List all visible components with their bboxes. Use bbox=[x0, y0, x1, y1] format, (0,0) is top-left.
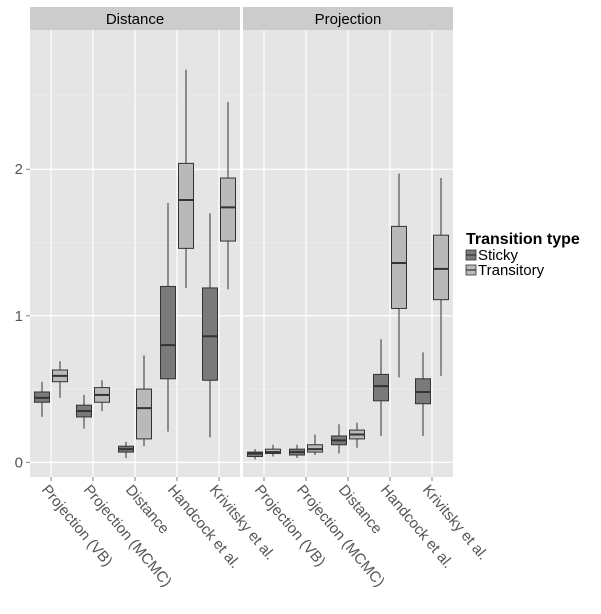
box-projection-mcmc-sticky bbox=[289, 444, 305, 458]
box-iqr bbox=[391, 225, 407, 309]
facet-strip bbox=[30, 7, 240, 30]
box-distance-sticky bbox=[118, 441, 134, 458]
box-krivitsky-et-al-transitory bbox=[433, 178, 449, 376]
box-iqr bbox=[160, 285, 176, 380]
panel-projection: Projection bbox=[243, 7, 453, 477]
box-handcock-et-al-transitory bbox=[178, 69, 194, 288]
y-tick-label: 0 bbox=[15, 454, 23, 471]
legend-title: Transition type bbox=[466, 231, 580, 248]
box-krivitsky-et-al-sticky bbox=[415, 352, 431, 436]
x-axis: Projection (VB)Projection (MCMC)Distance… bbox=[38, 477, 491, 590]
box-projection-mcmc-transitory bbox=[94, 380, 110, 412]
facet-label: Projection bbox=[315, 11, 382, 28]
box-iqr bbox=[373, 373, 389, 402]
box-projection-mcmc-sticky bbox=[76, 394, 92, 429]
box-iqr bbox=[433, 234, 449, 301]
y-axis: 0 1 2 bbox=[15, 161, 30, 471]
box-handcock-et-al-transitory bbox=[391, 173, 407, 378]
box-iqr bbox=[202, 287, 218, 381]
box-krivitsky-et-al-transitory bbox=[220, 101, 236, 290]
box-projection-vb-transitory bbox=[265, 444, 281, 457]
box-distance-transitory bbox=[349, 422, 365, 448]
legend-item-sticky: Sticky bbox=[465, 247, 519, 264]
box-iqr bbox=[178, 162, 194, 249]
box-iqr bbox=[136, 388, 152, 440]
box-handcock-et-al-sticky bbox=[160, 202, 176, 432]
panel-distance: Distance bbox=[30, 7, 240, 477]
y-tick-label: 2 bbox=[15, 161, 23, 178]
facet-strip bbox=[243, 7, 453, 30]
box-projection-vb-sticky bbox=[34, 381, 50, 417]
box-distance-sticky bbox=[331, 424, 347, 454]
box-iqr bbox=[220, 177, 236, 242]
box-handcock-et-al-sticky bbox=[373, 339, 389, 436]
legend-item-transitory: Transitory bbox=[465, 262, 545, 279]
box-projection-vb-transitory bbox=[52, 361, 68, 398]
facet-label: Distance bbox=[106, 11, 164, 28]
box-projection-mcmc-transitory bbox=[307, 434, 323, 456]
box-distance-transitory bbox=[136, 355, 152, 447]
y-tick-label: 1 bbox=[15, 308, 23, 325]
facet-panels: Distance Projection bbox=[30, 7, 453, 477]
box-krivitsky-et-al-sticky bbox=[202, 213, 218, 438]
legend-label: Sticky bbox=[478, 247, 519, 264]
box-projection-vb-sticky bbox=[247, 449, 263, 460]
legend-label: Transitory bbox=[478, 262, 545, 279]
